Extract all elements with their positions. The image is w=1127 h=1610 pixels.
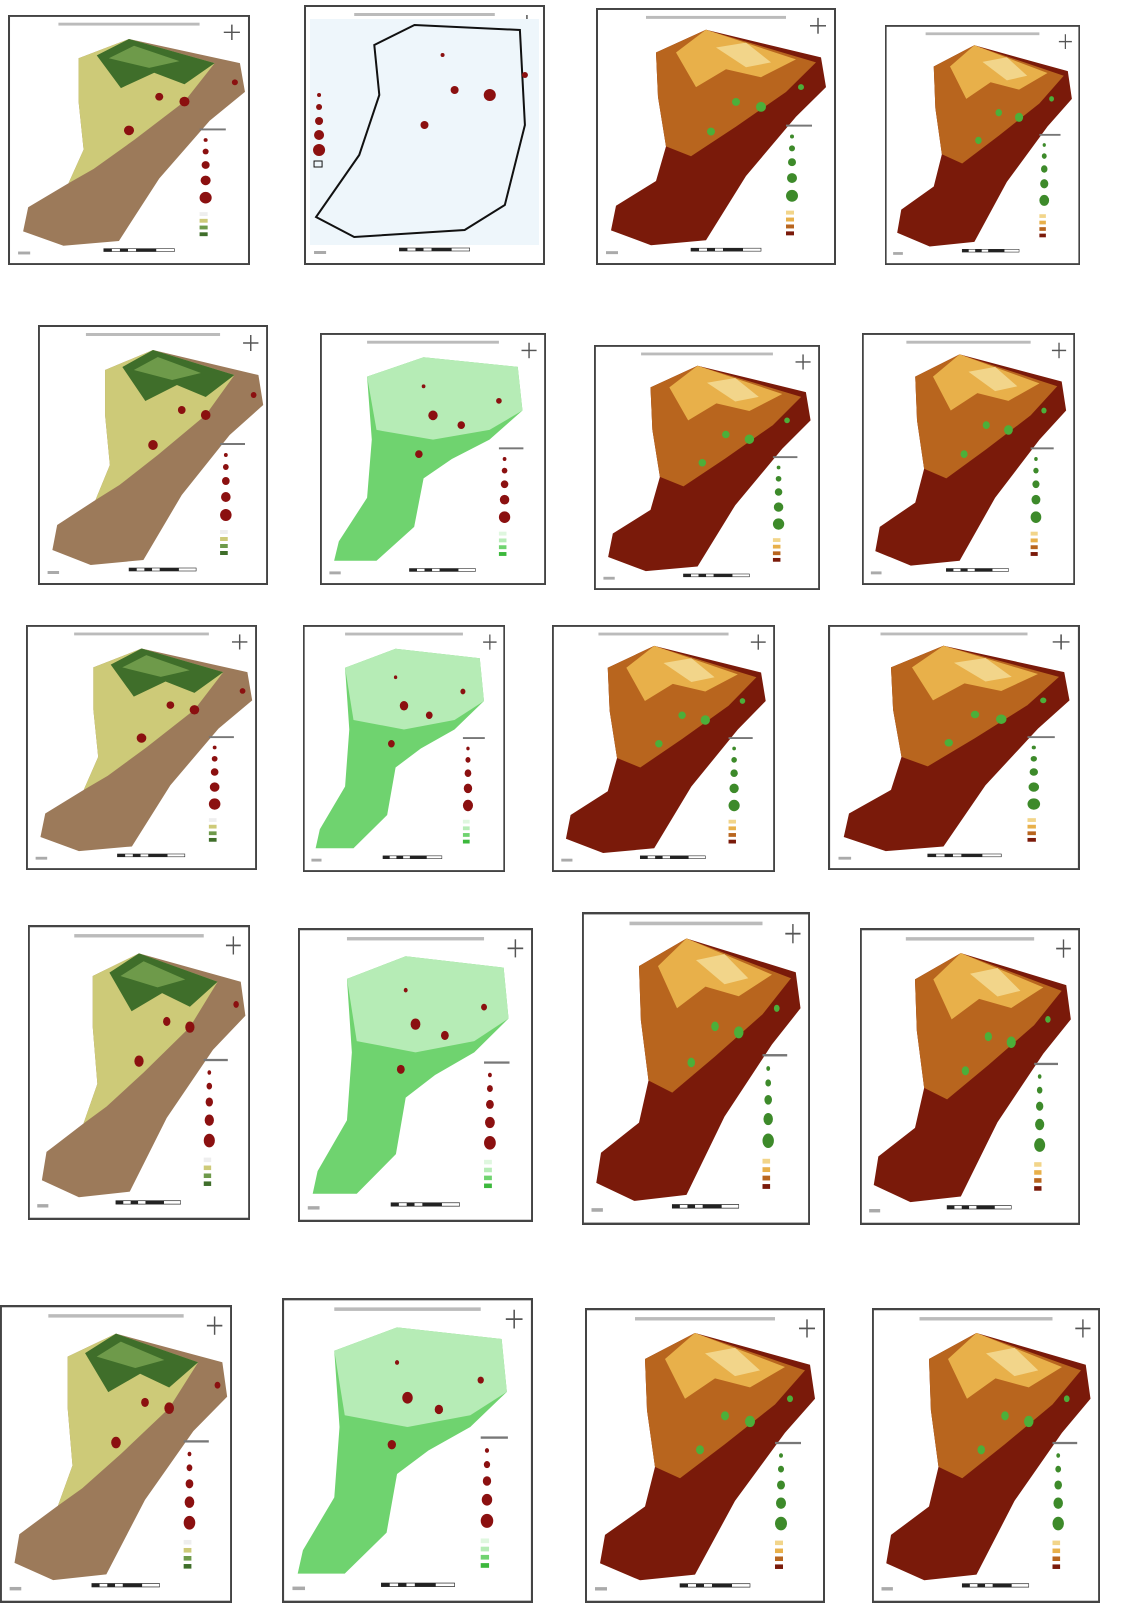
maps: [1, 6, 1099, 1602]
map: [595, 346, 819, 589]
map: [39, 326, 267, 584]
map: [863, 334, 1074, 584]
map: [886, 26, 1079, 264]
map: [829, 626, 1079, 869]
map: [305, 6, 544, 264]
map: [553, 626, 774, 871]
page-body: [0, 0, 1127, 1610]
map: [9, 16, 249, 264]
map: [597, 9, 835, 264]
map: [586, 1309, 824, 1602]
map: [283, 1299, 532, 1602]
map: [1, 1306, 231, 1602]
map: [861, 929, 1079, 1224]
map: [583, 913, 809, 1224]
map: [321, 334, 545, 584]
map-grid: [0, 0, 1127, 1605]
map: [299, 929, 532, 1221]
map: [873, 1309, 1099, 1602]
map: [27, 626, 256, 869]
map: [304, 626, 504, 871]
map: [29, 926, 249, 1219]
